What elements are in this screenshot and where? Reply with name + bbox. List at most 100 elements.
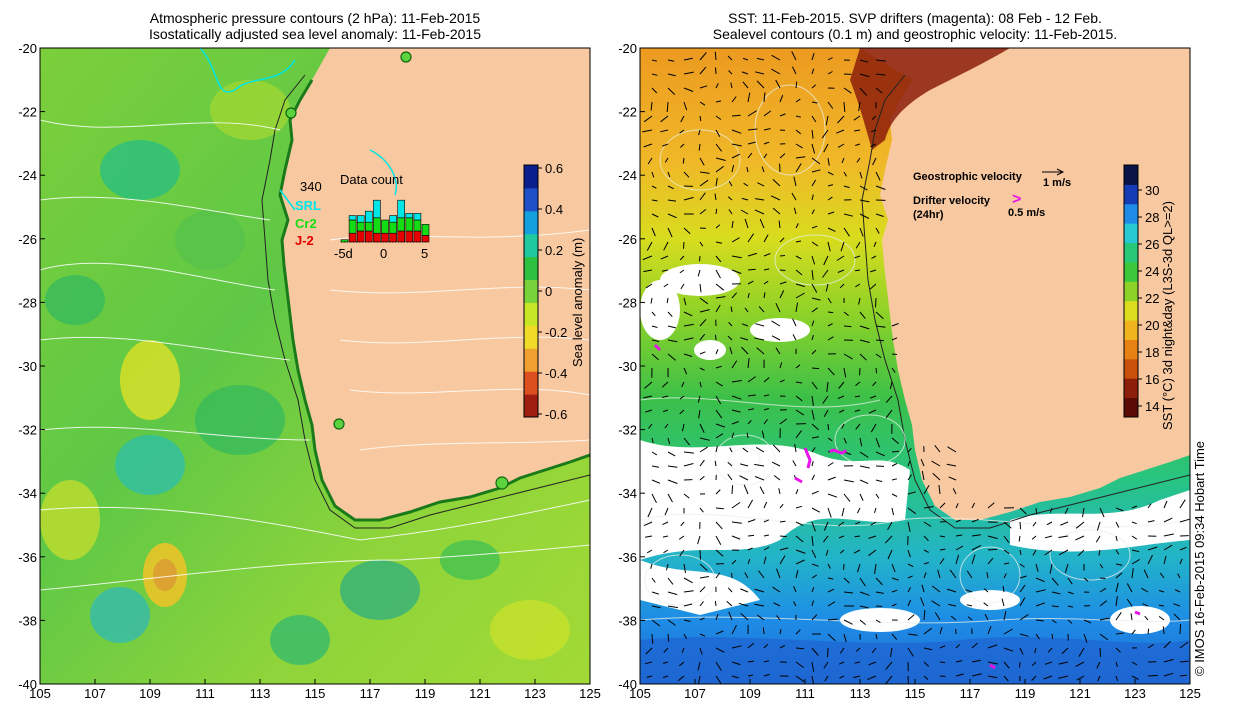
velocity-arrow bbox=[987, 557, 994, 565]
velocity-arrow bbox=[811, 436, 819, 439]
velocity-arrow bbox=[651, 87, 658, 94]
velocity-arrow bbox=[939, 661, 946, 664]
velocity-arrow bbox=[987, 502, 995, 509]
velocity-arrow bbox=[683, 241, 685, 249]
velocity-arrow bbox=[825, 549, 829, 556]
velocity-arrow bbox=[811, 507, 821, 513]
velocity-arrow bbox=[920, 458, 925, 467]
velocity-arrow bbox=[779, 503, 784, 509]
velocity-arrow bbox=[843, 87, 852, 94]
velocity-arrow bbox=[740, 337, 749, 341]
velocity-arrow bbox=[1003, 573, 1007, 579]
velocity-arrow bbox=[1131, 535, 1138, 540]
velocity-arrow bbox=[1099, 617, 1110, 621]
velocity-arrow bbox=[827, 423, 830, 431]
velocity-arrow bbox=[683, 437, 690, 446]
y-tick-label: -28 bbox=[618, 295, 637, 310]
velocity-arrow bbox=[779, 628, 782, 635]
velocity-arrow bbox=[971, 544, 982, 551]
velocity-arrow bbox=[1002, 586, 1005, 593]
x-tick-label: 115 bbox=[305, 686, 326, 701]
velocity-arrow bbox=[779, 153, 786, 159]
velocity-arrow bbox=[662, 535, 669, 538]
velocity-arrow bbox=[754, 588, 765, 593]
data-count-bar bbox=[356, 215, 365, 223]
velocity-arrow bbox=[795, 292, 805, 299]
velocity-arrow bbox=[939, 675, 946, 677]
velocity-arrow bbox=[811, 143, 816, 154]
velocity-arrow bbox=[983, 602, 989, 607]
velocity-arrow bbox=[643, 143, 653, 148]
velocity-arrow bbox=[946, 588, 957, 593]
velocity-arrow bbox=[715, 661, 722, 671]
data-count-bar bbox=[356, 221, 365, 232]
velocity-arrow bbox=[795, 675, 805, 683]
velocity-arrow bbox=[811, 647, 819, 656]
australia-landmass bbox=[280, 48, 590, 520]
velocity-arrow bbox=[772, 179, 781, 187]
colorbar-segment bbox=[1124, 320, 1138, 340]
velocity-arrow bbox=[843, 493, 851, 502]
velocity-arrow bbox=[756, 57, 765, 61]
velocity-arrow bbox=[698, 129, 701, 136]
velocity-arrow bbox=[859, 605, 869, 609]
velocity-arrow bbox=[891, 437, 899, 444]
velocity-arrow bbox=[747, 519, 756, 523]
velocity-arrow bbox=[1001, 598, 1005, 607]
velocity-arrow bbox=[1099, 577, 1106, 579]
velocity-arrow bbox=[715, 304, 721, 313]
velocity-arrow bbox=[779, 418, 788, 425]
velocity-arrow bbox=[859, 339, 870, 343]
velocity-arrow bbox=[891, 577, 899, 581]
colorbar-tick-label: 0.2 bbox=[545, 243, 563, 258]
velocity-arrow bbox=[1115, 582, 1119, 593]
velocity-arrow bbox=[1064, 507, 1069, 515]
velocity-arrow bbox=[728, 209, 733, 215]
left-title-line2: Isostatically adjusted sea level anomaly… bbox=[148, 26, 482, 42]
velocity-arrow bbox=[827, 196, 833, 201]
velocity-arrow bbox=[715, 165, 724, 173]
velocity-arrow bbox=[642, 129, 653, 133]
velocity-arrow bbox=[664, 157, 669, 163]
velocity-arrow bbox=[715, 115, 722, 120]
velocity-arrow bbox=[859, 577, 866, 587]
velocity-arrow bbox=[757, 614, 765, 621]
velocity-arrow bbox=[854, 269, 861, 272]
velocity-arrow bbox=[827, 493, 838, 498]
velocity-arrow bbox=[855, 423, 861, 430]
velocity-arrow bbox=[731, 559, 737, 565]
velocity-arrow bbox=[795, 381, 803, 384]
velocity-arrow bbox=[811, 614, 818, 621]
velocity-arrow bbox=[651, 339, 660, 342]
data-count-tick-0: 0 bbox=[380, 246, 387, 261]
velocity-arrow bbox=[955, 503, 959, 509]
colorbar-segment bbox=[1124, 300, 1138, 321]
velocity-arrow bbox=[875, 633, 878, 640]
velocity-arrow bbox=[859, 619, 866, 625]
geostrophic-arrowhead bbox=[1056, 168, 1065, 176]
velocity-arrow bbox=[747, 280, 754, 285]
velocity-arrow bbox=[827, 211, 835, 215]
velocity-arrow bbox=[1096, 661, 1101, 669]
velocity-arrow bbox=[1003, 549, 1010, 555]
velocity-arrow bbox=[854, 129, 861, 132]
velocity-arrow bbox=[651, 591, 659, 595]
velocity-arrow bbox=[699, 85, 708, 89]
velocity-arrow bbox=[870, 423, 877, 433]
velocity-arrow bbox=[773, 475, 781, 481]
velocity-arrow bbox=[837, 269, 845, 273]
velocity-arrow bbox=[1095, 535, 1101, 543]
velocity-arrow bbox=[934, 444, 941, 453]
data-count-bar bbox=[405, 217, 414, 232]
velocity-arrow bbox=[875, 227, 880, 234]
velocity-arrow bbox=[859, 227, 864, 237]
velocity-arrow bbox=[907, 549, 911, 558]
velocity-arrow bbox=[740, 588, 749, 593]
velocity-arrow bbox=[823, 409, 829, 417]
velocity-arrow bbox=[955, 660, 963, 663]
velocity-arrow bbox=[811, 675, 815, 684]
velocity-arrow bbox=[683, 633, 688, 639]
velocity-arrow bbox=[1035, 619, 1044, 622]
colorbar-tick-label: 14 bbox=[1145, 399, 1159, 414]
velocity-arrow bbox=[683, 463, 694, 467]
